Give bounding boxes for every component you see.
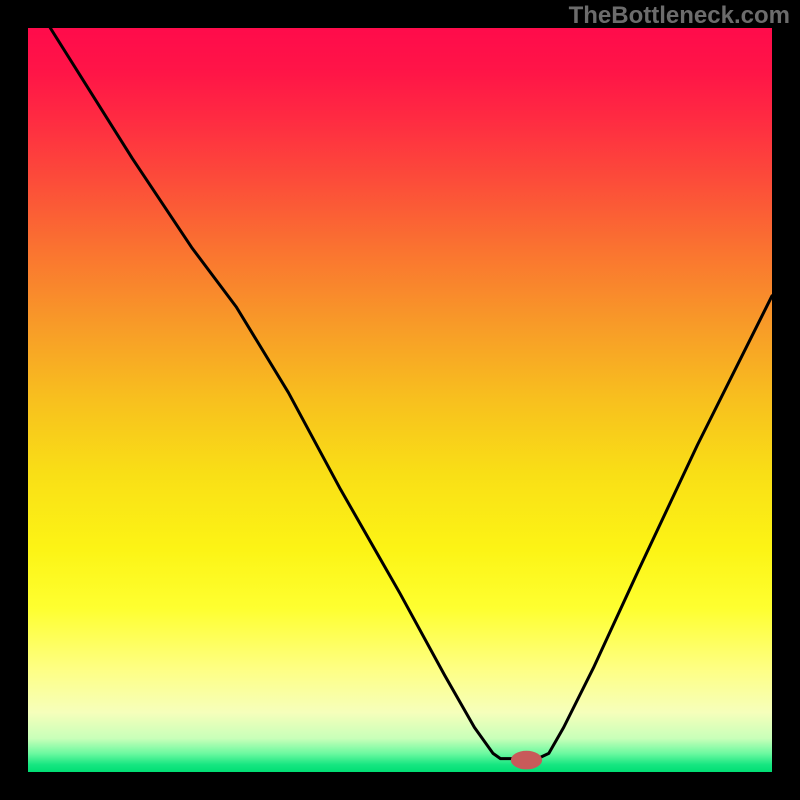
chart-root: TheBottleneck.com bbox=[0, 0, 800, 800]
chart-svg bbox=[28, 28, 772, 772]
optimal-point-marker bbox=[511, 751, 542, 770]
chart-plot-area bbox=[28, 28, 772, 772]
gradient-background bbox=[28, 28, 772, 772]
watermark-text: TheBottleneck.com bbox=[569, 2, 790, 30]
